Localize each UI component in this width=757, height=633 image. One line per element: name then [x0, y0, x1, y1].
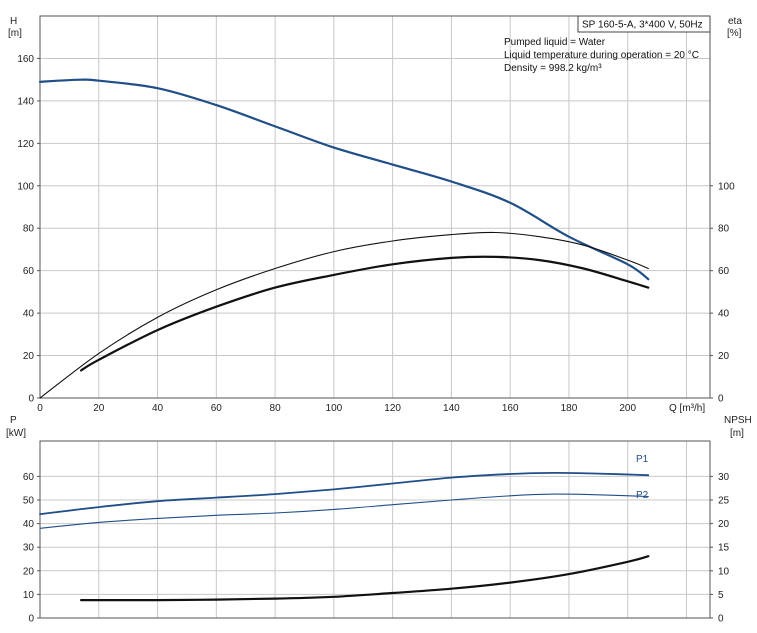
lower-y-right-tick-15: 15 — [718, 543, 730, 554]
upper-y-left-tick-120: 120 — [17, 139, 34, 150]
lower-y-left-tick-10: 10 — [23, 590, 35, 601]
upper-series-curve-2 — [80, 255, 650, 372]
y-right-label-lower-line1: NPSH — [724, 415, 752, 426]
lower-y-right-tick-10: 10 — [718, 566, 730, 577]
upper-y-right-tick-60: 60 — [718, 266, 730, 277]
info-header: SP 160-5-A, 3*400 V, 50Hz — [582, 20, 703, 31]
upper-x-tick-140: 140 — [443, 403, 460, 414]
lower-plot-frame — [39, 440, 711, 619]
upper-x-tick-0: 0 — [37, 403, 43, 414]
upper-x-tick-180: 180 — [561, 403, 578, 414]
lower-series-curve-2 — [80, 555, 650, 602]
lower-y-right-tick-5: 5 — [718, 590, 724, 601]
upper-y-right-tick-100: 100 — [718, 181, 735, 192]
upper-y-left-tick-80: 80 — [23, 224, 35, 235]
lower-series-p1 — [39, 471, 650, 516]
upper-y-left-tick-20: 20 — [23, 351, 35, 362]
info-line-density: Density = 998.2 kg/m³ — [504, 63, 602, 74]
lower-y-right-tick-25: 25 — [718, 496, 730, 507]
info-header-box — [577, 15, 711, 33]
lower-series-p2 — [39, 493, 649, 529]
lower-y-right-tick-30: 30 — [718, 472, 730, 483]
y-right-label-upper-line1: eta — [728, 16, 742, 27]
y-left-label-upper-line1: H — [10, 16, 17, 27]
upper-grid — [39, 16, 710, 399]
upper-series — [38, 78, 650, 399]
lower-series — [39, 471, 650, 602]
upper-y-right-tick-80: 80 — [718, 224, 730, 235]
y-left-label-upper-line2: [m] — [8, 28, 22, 39]
lower-y-left-tick-30: 30 — [23, 543, 35, 554]
upper-y-right-tick-40: 40 — [718, 309, 730, 320]
y-left-label-lower-line1: P — [10, 415, 17, 426]
upper-y-left-tick-60: 60 — [23, 266, 35, 277]
lower-y-left-tick-0: 0 — [28, 614, 34, 625]
lower-y-right-tick-20: 20 — [718, 519, 730, 530]
upper-plot-frame — [39, 15, 711, 399]
lower-tick-labels: 0 10 20 30 40 50 60 0 5 10 15 20 25 30 — [23, 472, 730, 625]
upper-x-tick-20: 20 — [93, 403, 105, 414]
performance-panel: 0 20 40 60 80 100 120 140 160 0 20 40 60 80 100 0 20 40 60… — [8, 15, 742, 414]
upper-x-tick-120: 120 — [384, 403, 401, 414]
lower-y-left-tick-50: 50 — [23, 496, 35, 507]
upper-x-tick-60: 60 — [211, 403, 223, 414]
upper-x-tick-100: 100 — [326, 403, 343, 414]
upper-y-left-tick-100: 100 — [17, 181, 34, 192]
x-axis-label: Q [m³/h] — [669, 403, 705, 414]
upper-y-left-tick-140: 140 — [17, 96, 34, 107]
upper-x-tick-160: 160 — [502, 403, 519, 414]
upper-tick-labels: 0 20 40 60 80 100 120 140 160 0 20 40 60 80 100 0 20 40 60… — [17, 54, 735, 414]
y-right-label-lower-line2: [m] — [730, 428, 744, 439]
upper-y-left-tick-160: 160 — [17, 54, 34, 65]
upper-y-right-tick-0: 0 — [718, 394, 724, 405]
lower-y-left-tick-40: 40 — [23, 519, 35, 530]
upper-series-curve-0 — [38, 78, 650, 281]
upper-x-tick-200: 200 — [619, 403, 636, 414]
lower-grid — [39, 441, 710, 619]
power-npsh-panel: 0 10 20 30 40 50 60 0 5 10 15 20 25 30 P [kW] NPSH [m… — [6, 415, 752, 625]
info-line-liquid: Pumped liquid = Water — [504, 37, 606, 48]
y-right-label-upper-line2: [%] — [727, 28, 742, 39]
upper-y-right-tick-20: 20 — [718, 351, 730, 362]
upper-y-left-tick-40: 40 — [23, 309, 35, 320]
y-left-label-lower-line2: [kW] — [6, 428, 26, 439]
series-label-p1: P1 — [636, 454, 649, 465]
lower-y-left-tick-20: 20 — [23, 566, 35, 577]
info-line-temperature: Liquid temperature during operation = 20… — [504, 50, 699, 61]
upper-series-curve-1 — [39, 231, 649, 399]
upper-x-tick-80: 80 — [270, 403, 282, 414]
upper-y-left-tick-0: 0 — [28, 394, 34, 405]
lower-y-right-tick-0: 0 — [718, 614, 724, 625]
lower-y-left-tick-60: 60 — [23, 472, 35, 483]
series-label-p2: P2 — [636, 490, 649, 501]
upper-x-tick-40: 40 — [152, 403, 164, 414]
